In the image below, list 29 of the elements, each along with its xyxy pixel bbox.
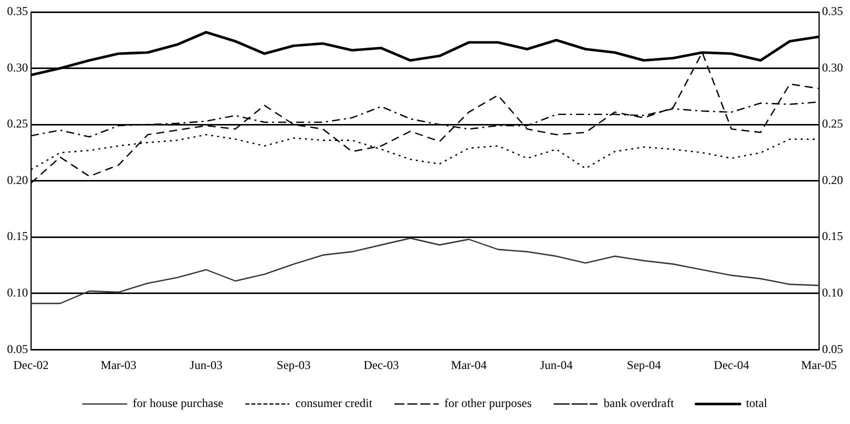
x-tick-label: Mar-04 xyxy=(450,358,487,372)
x-tick-label: Dec-03 xyxy=(364,358,399,372)
legend-label: total xyxy=(746,396,768,410)
legend-label: for other purposes xyxy=(444,396,532,410)
legend-label: bank overdraft xyxy=(604,396,675,410)
y-tick-label: 0.10 xyxy=(7,285,28,300)
y-tick-label: 0.15 xyxy=(7,229,28,244)
y2-tick-label: 0.25 xyxy=(822,116,843,131)
legend-label: for house purchase xyxy=(132,396,224,410)
y-tick-label: 0.20 xyxy=(7,172,28,187)
x-tick-label: Sep-03 xyxy=(276,358,311,372)
x-tick-label: Jun-03 xyxy=(190,358,222,372)
x-tick-label: Dec-04 xyxy=(714,358,750,372)
y-tick-label: 0.25 xyxy=(7,116,28,131)
y2-tick-label: 0.05 xyxy=(822,342,843,356)
x-tick-label: Mar-05 xyxy=(801,358,837,372)
y2-tick-label: 0.20 xyxy=(822,172,843,187)
y-tick-label: 0.35 xyxy=(7,4,28,18)
y2-tick-label: 0.30 xyxy=(822,60,843,74)
legend-label: consumer credit xyxy=(295,396,373,410)
y-tick-label: 0.05 xyxy=(7,342,28,356)
x-tick-label: Dec-02 xyxy=(13,358,49,372)
x-tick-label: Sep-04 xyxy=(626,358,661,372)
y2-tick-label: 0.35 xyxy=(822,4,843,18)
y2-tick-label: 0.15 xyxy=(822,229,843,244)
y2-tick-label: 0.10 xyxy=(822,285,843,300)
x-tick-label: Jun-04 xyxy=(540,358,573,372)
x-tick-label: Mar-03 xyxy=(100,358,136,372)
y-tick-label: 0.30 xyxy=(7,60,28,74)
